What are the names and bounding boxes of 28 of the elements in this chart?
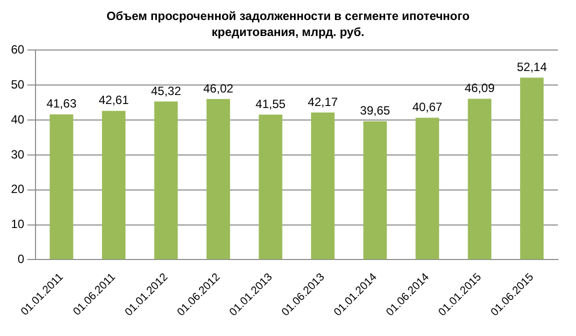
data-label: 40,67 [412,100,443,114]
y-tick-label: 40 [10,112,25,126]
data-label: 41,63 [46,96,77,111]
bar [311,112,335,260]
bar [206,99,230,260]
data-label: 41,55 [256,96,286,111]
data-label: 42,17 [308,94,338,109]
data-label: 46,02 [203,81,234,96]
data-label: 39,65 [360,104,390,118]
y-tick-label: 60 [10,42,25,57]
y-tick-label: 20 [10,182,25,196]
data-label: 42,61 [98,93,130,108]
bar [363,121,387,260]
y-tick-label: 50 [10,77,25,92]
bar [468,98,492,260]
bar [50,114,74,260]
y-tick-label: 30 [10,147,25,162]
bar [102,110,126,260]
y-tick-label: 0 [18,252,25,266]
data-label: 52,14 [516,60,548,74]
bar [520,78,544,260]
bar [154,101,178,260]
y-tick-label: 10 [10,217,25,232]
bar [258,114,282,260]
data-label: 46,09 [464,81,495,96]
chart-title: Объем просроченной задолженности в сегменте ипотечного кредитования, млрд. руб. [105,8,471,40]
data-label: 45,32 [150,84,182,98]
bar [416,118,440,260]
